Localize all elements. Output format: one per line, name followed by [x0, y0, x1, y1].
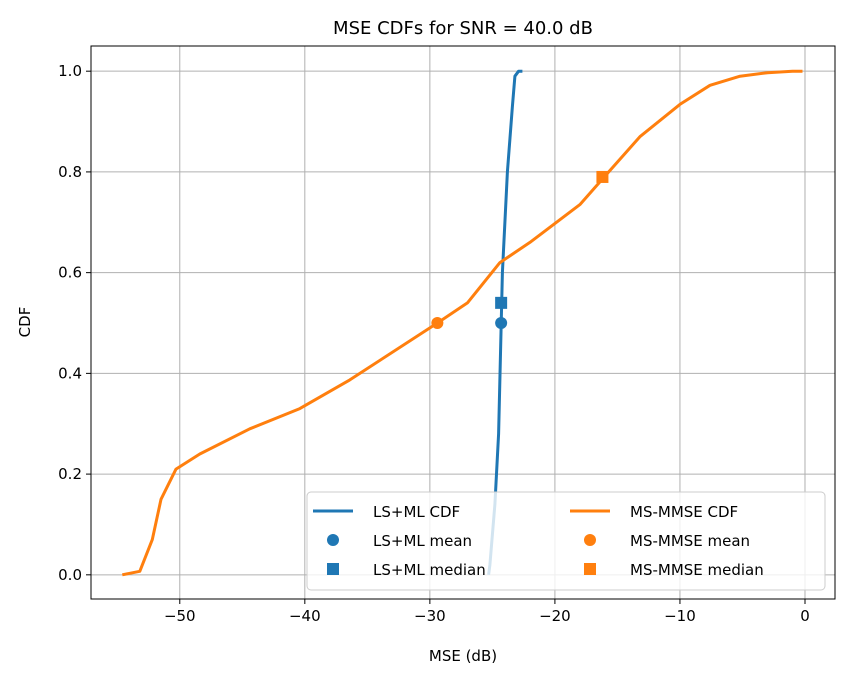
x-tick-label: 0 — [800, 607, 810, 625]
legend-label: LS+ML CDF — [373, 503, 460, 521]
point-ls-ml-median — [495, 296, 508, 309]
series-ms-mmse-cdf — [122, 69, 803, 577]
x-tick-label: −40 — [289, 607, 321, 625]
legend-label: LS+ML mean — [373, 532, 472, 550]
axes-frame — [90, 45, 836, 600]
y-tick-label: 0.8 — [58, 163, 82, 181]
legend-swatch — [327, 534, 339, 546]
x-tick-label: −50 — [164, 607, 196, 625]
y-axis-label: CDF — [16, 307, 34, 338]
grid — [91, 46, 835, 599]
legend-box — [306, 491, 826, 591]
y-tick-label: 0.0 — [58, 566, 82, 584]
legend-swatch — [584, 534, 596, 546]
legend-label: MS-MMSE median — [630, 561, 764, 579]
legend-label: LS+ML median — [373, 561, 486, 579]
y-tick-label: 1.0 — [58, 62, 82, 80]
point-ls-ml-mean — [495, 317, 508, 330]
legend-label: MS-MMSE CDF — [630, 503, 738, 521]
x-tick-label: −30 — [414, 607, 446, 625]
legend-label: MS-MMSE mean — [630, 532, 750, 550]
legend-swatch — [584, 563, 596, 575]
y-tick-label: 0.6 — [58, 264, 82, 282]
y-tick-label: 0.2 — [58, 465, 82, 483]
legend: LS+ML CDF MS-MMSE CDF LS+ML mean LS+ML medi… — [306, 491, 826, 591]
x-tick-label: −20 — [539, 607, 571, 625]
legend-swatch — [327, 563, 339, 575]
x-axis-label: MSE (dB) — [429, 647, 497, 665]
y-tick-label: 0.4 — [58, 364, 82, 382]
chart-title: MSE CDFs for SNR = 40.0 dB — [333, 18, 593, 39]
x-tick-label: −10 — [664, 607, 696, 625]
ticks: −50 −40 −30 −20 −10 0 0.0 0.2 0.4 0.6 0.8 1.0 — [58, 62, 810, 625]
point-ms-mmse-median — [596, 170, 609, 183]
point-ms-mmse-mean — [431, 317, 444, 330]
